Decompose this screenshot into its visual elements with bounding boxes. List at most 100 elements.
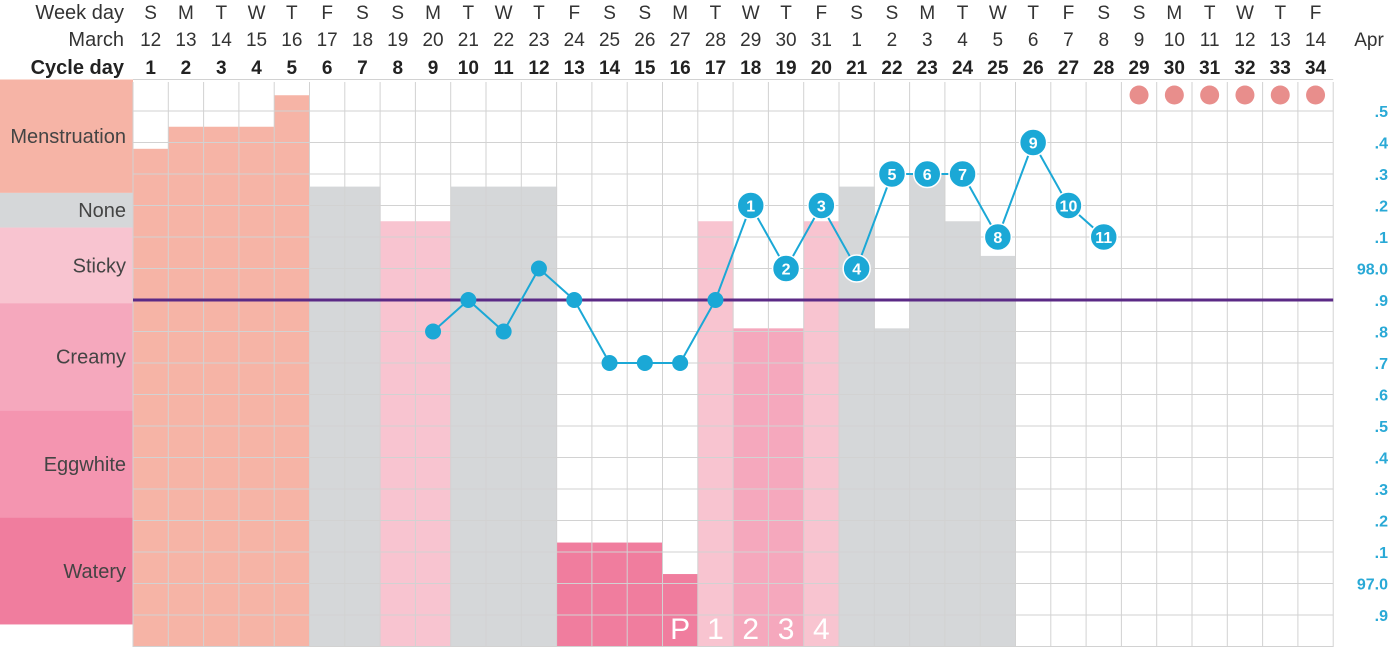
y-tick-label: .1	[1375, 230, 1388, 247]
cycle-day-label: 13	[564, 58, 585, 79]
cycle-day-label: 7	[357, 58, 368, 79]
y-tick-label: .4	[1375, 451, 1388, 468]
fluid-bar	[344, 186, 381, 647]
date-label: 24	[564, 30, 586, 51]
y-tick-label: .6	[1375, 388, 1388, 405]
category-band	[0, 410, 133, 518]
temperature-point	[495, 323, 512, 340]
y-tick-label: .2	[1375, 199, 1388, 216]
temperature-point	[1054, 191, 1083, 220]
y-tick-label: 97.0	[1357, 577, 1388, 594]
fluid-bar	[627, 542, 663, 647]
cycle-day-label: 2	[181, 58, 192, 79]
category-band	[0, 517, 133, 625]
weekday-label: S	[1133, 3, 1146, 24]
fluid-bar	[415, 221, 452, 647]
weekday-label: T	[1204, 3, 1216, 24]
y-tick-label: 98.0	[1357, 262, 1388, 279]
category-band	[0, 227, 133, 304]
fluid-bar	[380, 221, 416, 647]
temperature-point-label: 8	[993, 230, 1002, 247]
temperature-point	[877, 159, 907, 189]
fluid-bar	[591, 542, 628, 647]
weekday-label: T	[1027, 3, 1039, 24]
temperature-point-label: 7	[958, 167, 967, 184]
weekday-label: T	[957, 3, 969, 24]
fluid-bar	[168, 126, 205, 647]
weekday-label: T	[215, 3, 227, 24]
weekday-label: W	[248, 3, 266, 24]
cycle-day-label: 26	[1023, 58, 1044, 79]
fluid-bar	[556, 542, 593, 647]
cycle-day-label: 27	[1058, 58, 1079, 79]
cycle-day-label: 19	[775, 58, 796, 79]
weekday-label: S	[356, 3, 369, 24]
temperature-point	[566, 292, 583, 308]
cycle-day-label: 14	[599, 58, 621, 79]
category-label: Eggwhite	[44, 454, 126, 476]
category-band	[0, 192, 133, 228]
temperature-point	[1089, 222, 1118, 252]
y-tick-label: .3	[1375, 167, 1388, 184]
weekday-label: F	[321, 3, 333, 24]
weekday-label: M	[425, 3, 441, 24]
fluid-bar	[733, 328, 769, 647]
weekday-label: F	[816, 3, 828, 24]
date-label: 1	[851, 30, 862, 51]
temperature-point	[1018, 128, 1048, 157]
temperature-point	[672, 355, 689, 371]
weekday-label: T	[780, 3, 792, 24]
fluid-bar	[309, 186, 346, 647]
cycle-day-label: 22	[881, 58, 902, 79]
temperature-point	[913, 159, 942, 189]
date-label: 5	[993, 30, 1004, 51]
category-label: Watery	[63, 561, 126, 583]
fluid-bar	[909, 174, 946, 647]
cycle-day-label: 16	[670, 58, 691, 79]
temperature-point	[636, 355, 653, 371]
category-band	[0, 79, 133, 193]
cycle-day-label: 15	[634, 58, 656, 79]
date-label: 31	[811, 30, 832, 51]
cycle-day-row-label: Cycle day	[31, 57, 125, 79]
temperature-point-label: 6	[923, 167, 932, 184]
fluid-bar	[662, 574, 699, 647]
y-tick-label: .7	[1375, 356, 1388, 373]
weekday-label: M	[672, 3, 688, 24]
peak-marker: 1	[707, 613, 724, 646]
fluid-bar	[486, 186, 522, 647]
temperature-point	[601, 355, 618, 371]
weekday-label: M	[1166, 3, 1182, 24]
future-period-dot	[1270, 85, 1290, 105]
date-label: 12	[140, 30, 161, 51]
date-label: 13	[175, 30, 196, 51]
future-period-dot	[1235, 85, 1255, 105]
y-tick-label: .2	[1375, 514, 1388, 531]
date-label: 28	[705, 30, 726, 51]
weekday-label: W	[989, 3, 1007, 24]
date-label: 25	[599, 30, 620, 51]
cycle-day-label: 33	[1270, 58, 1291, 79]
fluid-bar	[874, 328, 911, 647]
temperature-point-label: 10	[1060, 199, 1078, 216]
weekday-label: T	[533, 3, 545, 24]
fluid-bar	[980, 255, 1016, 647]
cycle-day-label: 1	[145, 58, 156, 79]
cycle-day-label: 23	[917, 58, 938, 79]
fluid-bar	[944, 221, 981, 647]
month-row-label: March	[68, 29, 124, 51]
future-period-dot	[1129, 85, 1149, 105]
cycle-day-label: 18	[740, 58, 761, 79]
future-period-dot	[1164, 85, 1184, 105]
date-label: 10	[1164, 30, 1185, 51]
future-period-dot	[1306, 85, 1326, 105]
date-label: 13	[1270, 30, 1291, 51]
date-label: 12	[1234, 30, 1255, 51]
temperature-point	[771, 254, 801, 283]
date-label: 20	[422, 30, 443, 51]
cycle-day-label: 29	[1128, 58, 1149, 79]
weekday-label: F	[1310, 3, 1322, 24]
temperature-point	[983, 222, 1013, 252]
temperature-point	[460, 292, 477, 308]
